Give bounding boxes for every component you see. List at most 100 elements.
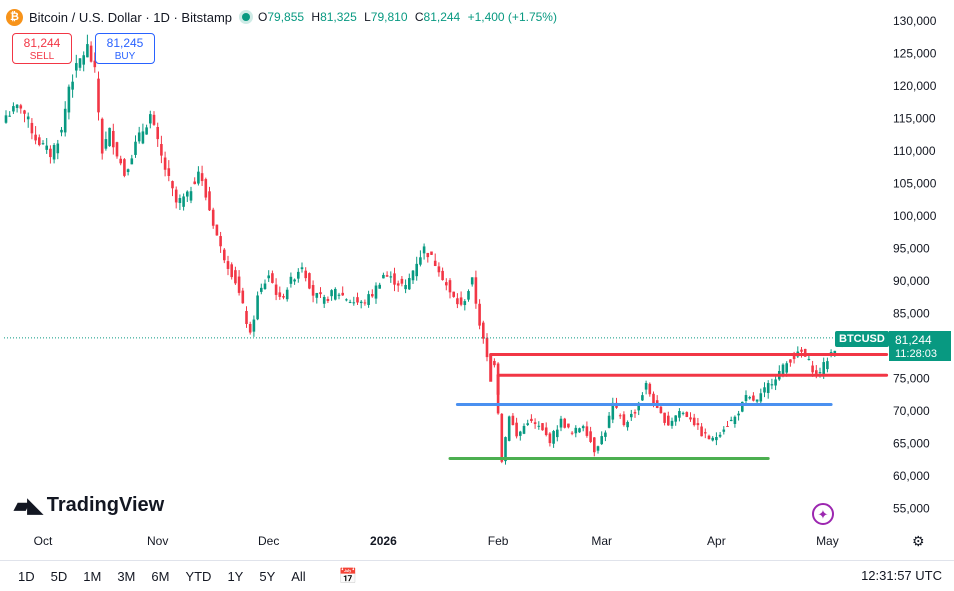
candle-body [304,270,307,279]
candle-body [160,144,163,156]
timeframe-5d[interactable]: 5D [50,568,68,584]
symbol-title[interactable]: Bitcoin / U.S. Dollar · 1D · Bitstamp [29,9,232,25]
candle [237,270,241,296]
candle-body [600,436,603,445]
utc-clock[interactable]: 12:31:57 UTC [861,568,942,583]
candle-body [748,397,751,399]
candle-body [670,420,674,426]
candle-body [522,425,526,434]
candle-body [544,427,548,436]
candle [278,286,282,300]
timeframe-1m[interactable]: 1M [83,568,102,584]
candle [123,158,126,178]
timeframe-ytd[interactable]: YTD [185,568,212,584]
candle-body [52,145,56,160]
y-tick-label: 65,000 [893,437,930,451]
candle-body [100,118,104,154]
candle-body [230,264,233,278]
candle-body [248,323,252,333]
candle-body [337,294,341,296]
candle [445,278,448,291]
candle-body [696,423,700,426]
timeframe-1d[interactable]: 1D [18,568,35,584]
candle-body [445,282,448,286]
candle-body [204,179,208,198]
candle-body [537,425,541,427]
candle [271,270,274,284]
candle-body [533,422,537,425]
candle [189,186,193,204]
candle-body [826,361,829,370]
buy-button[interactable]: 81,245 BUY [95,33,155,64]
candle-body [41,143,45,145]
timeframe-3m[interactable]: 3M [117,568,136,584]
candle-body [589,431,592,442]
candle [826,357,829,373]
timeframe-5y[interactable]: 5Y [259,568,276,584]
candle-body [556,429,559,438]
candle-body [415,263,418,277]
candle [145,124,148,135]
timeframe-6m[interactable]: 6M [151,568,170,584]
price-chart[interactable]: 55,00060,00065,00070,00075,00080,00085,0… [0,0,954,560]
candle-body [408,278,411,290]
candle [34,126,37,145]
candle [689,412,692,422]
candle [352,296,356,306]
ohlc-values: O79,855 H81,325 L79,810 C81,244 +1,400 (… [258,10,557,24]
candle-body [622,414,626,426]
sell-button[interactable]: 81,244 SELL [12,33,72,64]
candle [30,118,34,140]
candle [526,419,529,426]
timeframe-all[interactable]: All [291,568,306,584]
candle [341,286,344,296]
tradingview-logo[interactable]: ▰◣ TradingView [14,493,164,518]
settings-gear-icon[interactable]: ⚙ [912,533,925,549]
candle [441,267,444,281]
candle [511,413,515,426]
candle-body [441,270,444,281]
candle-body [400,278,404,284]
candle-body [482,322,485,339]
candle [763,382,766,398]
candle [644,380,648,395]
candle [211,207,215,229]
candle-body [500,413,504,462]
candle [408,273,411,290]
candle-body [34,134,37,141]
candle-body [319,292,322,295]
candle [759,388,763,405]
candle [556,425,559,442]
date-range-calendar-icon[interactable]: 📅 [338,568,358,585]
candle-body [97,78,100,113]
candle [108,127,111,147]
candle-body [322,296,326,304]
candle [200,165,204,186]
candle-body [363,302,367,304]
sparkle-icon[interactable]: ✦ [812,503,834,525]
candle [274,278,278,301]
candle [160,135,163,164]
candle-body [448,280,452,293]
candle-body [119,158,122,164]
candle [700,423,703,437]
candle [437,262,441,277]
x-tick-label: Feb [488,534,509,548]
candle [149,110,152,129]
candle [711,436,714,442]
candle-body [285,289,289,300]
logo-text: TradingView [46,494,165,516]
candle-body [93,60,97,68]
candle [156,122,159,147]
x-tick-label: Nov [147,534,168,548]
candle [448,278,452,299]
candle [452,291,455,298]
timeframe-1y[interactable]: 1Y [227,568,244,584]
candle [789,359,792,367]
candle [611,397,615,424]
candle [796,346,800,359]
candle [186,190,189,202]
candle [404,279,407,294]
candle [393,267,396,292]
candle [67,84,71,120]
